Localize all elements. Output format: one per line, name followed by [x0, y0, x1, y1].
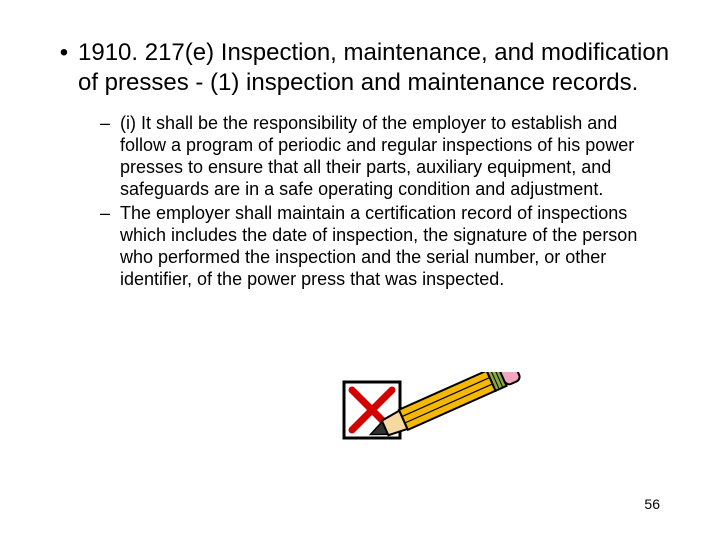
page-number: 56	[644, 496, 660, 512]
sub-bullet-item: – (i) It shall be the responsibility of …	[98, 112, 670, 200]
main-bullet-text: 1910. 217(e) Inspection, maintenance, an…	[78, 38, 670, 98]
sub-bullet-text: (i) It shall be the responsibility of th…	[120, 112, 670, 200]
pencil-body	[399, 372, 496, 430]
sub-bullet-dash: –	[98, 112, 120, 134]
main-bullet-marker: •	[50, 38, 78, 68]
checkbox-pencil-icon	[342, 372, 522, 442]
sub-bullet-list: – (i) It shall be the responsibility of …	[98, 112, 670, 290]
sub-bullet-item: – The employer shall maintain a certific…	[98, 202, 670, 290]
sub-bullet-text: The employer shall maintain a certificat…	[120, 202, 670, 290]
main-bullet-item: • 1910. 217(e) Inspection, maintenance, …	[50, 38, 670, 98]
sub-bullet-dash: –	[98, 202, 120, 224]
